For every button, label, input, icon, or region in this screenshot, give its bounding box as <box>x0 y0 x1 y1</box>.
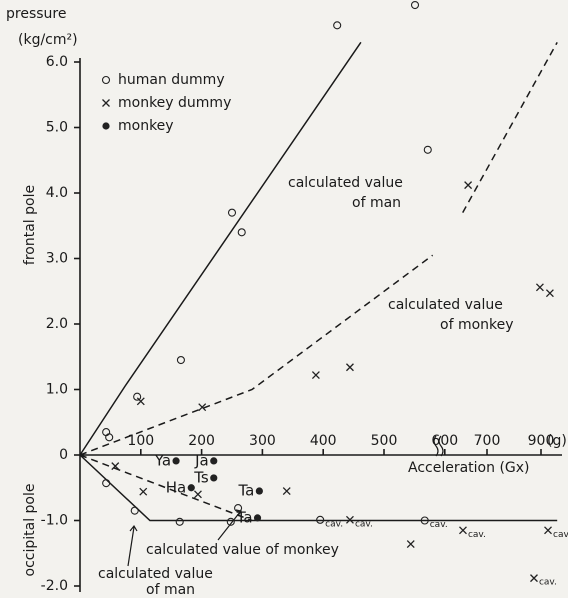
data-point <box>253 514 262 522</box>
x-label: Acceleration (Gx) <box>408 460 530 476</box>
annotation: calculated value of monkey <box>146 542 339 558</box>
point-label: cav. <box>325 519 343 529</box>
y-tick-label: 5.0 <box>46 120 68 136</box>
x-tick-label: 300 <box>249 433 276 449</box>
data-point <box>237 228 246 237</box>
data-point <box>193 490 202 499</box>
y-tick-label: 0 <box>59 447 68 463</box>
data-point <box>464 181 473 190</box>
legend-marker <box>101 75 111 85</box>
point-label: Ts <box>193 468 209 486</box>
x-tick-label: 100 <box>127 433 154 449</box>
data-point <box>187 484 195 492</box>
point-label: cav. <box>553 530 568 540</box>
data-point <box>172 457 180 465</box>
data-point <box>234 504 243 513</box>
legend-marker <box>102 99 110 107</box>
data-point <box>420 516 429 525</box>
calc-line <box>79 41 558 456</box>
data-point <box>133 392 142 401</box>
x-tick-label: 400 <box>310 433 337 449</box>
data-point <box>255 487 263 495</box>
data-point <box>210 474 218 482</box>
data-point <box>406 540 415 549</box>
y-label-upper: frontal pole <box>22 185 38 265</box>
legend-label: monkey <box>118 118 174 134</box>
data-point <box>459 526 467 535</box>
data-point <box>545 289 554 298</box>
data-point <box>227 208 237 217</box>
data-point <box>345 515 354 524</box>
x-tick-label: 700 <box>474 433 501 449</box>
point-label: Ta <box>237 482 254 500</box>
point-label: Ha <box>166 478 186 496</box>
y-tick-label: -2.0 <box>41 578 68 594</box>
y-label-top: pressure <box>6 6 66 22</box>
point-label: cav. <box>355 519 373 529</box>
legend-label: human dummy <box>118 72 225 88</box>
data-point <box>136 397 145 406</box>
data-point <box>139 487 148 496</box>
point-label: cav. <box>539 578 557 588</box>
data-point <box>410 0 420 10</box>
y-tick-label: 2.0 <box>46 316 68 332</box>
y-tick-label: -1.0 <box>41 513 68 529</box>
annotation: calculated value <box>388 297 503 313</box>
data-point <box>345 363 354 372</box>
y-label-lower: occipital pole <box>22 484 38 577</box>
data-point <box>282 487 291 495</box>
data-point <box>176 355 185 365</box>
y-tick-label: 3.0 <box>46 251 68 267</box>
axis-break <box>433 435 444 457</box>
calc-line <box>79 454 253 522</box>
arrow <box>127 524 138 567</box>
annotation: calculated value <box>288 175 403 191</box>
data-point <box>102 479 111 488</box>
annotation: of monkey <box>440 317 514 333</box>
data-point <box>210 457 218 465</box>
x-tick-label: 200 <box>188 433 215 449</box>
y-tick-label: 1.0 <box>46 382 68 398</box>
annotation: of man <box>352 195 401 211</box>
data-point <box>198 403 207 412</box>
y-unit: (kg/cm²) <box>18 32 78 48</box>
point-label: cav. <box>468 530 486 540</box>
x-tick-label: 500 <box>371 433 398 449</box>
legend-label: monkey dummy <box>118 95 231 111</box>
annotation: of man <box>146 582 195 598</box>
data-point <box>102 428 111 437</box>
x-tick-label: 900 <box>528 433 555 449</box>
legend: human dummy monkey dummy monkey <box>101 72 231 134</box>
data-point <box>311 371 320 380</box>
data-point <box>175 517 184 526</box>
point-label: Ta <box>236 508 253 526</box>
data-point <box>105 433 114 442</box>
calc-line <box>79 41 362 456</box>
y-tick-label: 4.0 <box>46 185 68 201</box>
point-label: Ja <box>194 451 209 469</box>
data-point <box>544 526 552 535</box>
data-point <box>130 506 139 515</box>
x-unit: (g) <box>547 433 567 449</box>
point-label: cav. <box>430 520 448 530</box>
annotation: calculated value <box>98 566 213 582</box>
arrow <box>217 509 242 541</box>
data-point <box>423 145 432 154</box>
data-point <box>111 462 120 471</box>
data-point <box>535 283 544 292</box>
data-point <box>530 574 538 583</box>
data-point <box>316 515 325 524</box>
data-point <box>333 21 342 30</box>
y-tick-label: 6.0 <box>46 54 68 70</box>
legend-marker <box>102 122 110 130</box>
point-label: Ya <box>154 451 171 469</box>
data-point <box>226 517 235 526</box>
x-tick-label: 600 <box>431 433 458 449</box>
